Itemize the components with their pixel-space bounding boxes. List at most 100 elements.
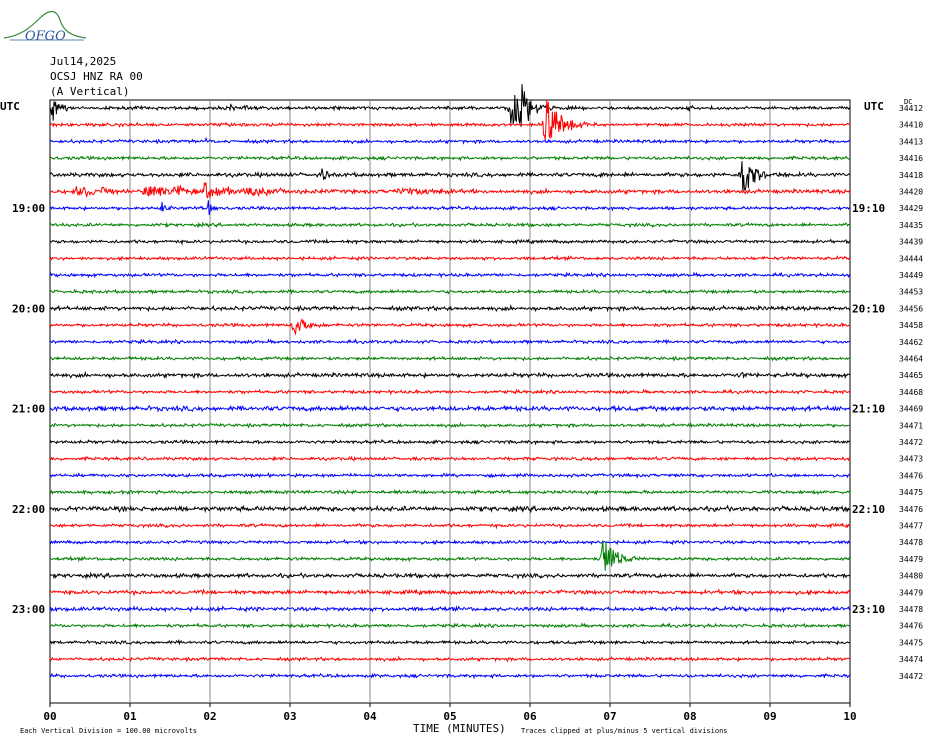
dc-offset-label: 34479 [899,555,923,564]
trace-line-13 [49,303,851,313]
dc-offset-label: 34476 [899,622,923,631]
dc-offset-label: 34429 [899,204,923,213]
trace-line-34 [49,655,851,663]
trace-line-3 [49,136,851,145]
x-tick-label: 08 [683,710,696,723]
dc-offset-label: 34465 [899,371,923,380]
right-time-label: 23:10 [852,603,885,616]
clip-note: Traces clipped at plus/minus 5 vertical … [521,727,728,735]
left-time-label: 21:00 [12,403,45,416]
trace-line-24 [49,488,851,496]
dc-offset-label: 34478 [899,538,923,547]
dc-offset-label: 34472 [899,438,923,447]
trace-line-5 [49,161,851,192]
dc-offset-label: 34472 [899,672,923,681]
utc-label-right: UTC [864,100,884,113]
right-time-labels: 19:10 20:10 21:10 22:10 23:10 [852,202,885,616]
dc-offset-label: 34469 [899,405,923,414]
x-tick-label: 10 [843,710,856,723]
dc-offset-label: 34473 [899,455,923,464]
dc-offset-label: 34471 [899,421,923,430]
trace-line-20 [49,421,851,429]
right-time-label: 21:10 [852,403,885,416]
header-component: (A Vertical) [50,85,129,98]
utc-label-left: UTC [0,100,20,113]
trace-line-35 [49,672,851,680]
trace-line-33 [49,639,851,646]
right-time-label: 20:10 [852,302,885,315]
dc-offset-label: 34475 [899,488,923,497]
trace-line-9 [49,238,851,246]
dc-offset-label: 34418 [899,171,923,180]
header-date: Jul14,2025 [50,55,116,68]
grid [129,100,771,703]
trace-line-28 [49,540,851,571]
trace-line-26 [49,522,851,530]
division-note: Each Vertical Division = 100.00 microvol… [20,727,197,735]
trace-line-1 [49,84,851,127]
left-time-label: 19:00 [12,202,45,215]
left-time-label: 22:00 [12,503,45,516]
dc-offset-label: 34410 [899,121,923,130]
trace-line-29 [49,571,851,580]
x-tick-label: 03 [283,710,296,723]
trace-line-21 [49,438,851,446]
trace-line-2 [49,99,851,141]
left-time-labels: 19:00 20:00 21:00 22:00 23:00 [12,202,45,616]
logo-text: OFGO [25,29,66,44]
dc-offset-label: 34458 [899,321,923,330]
left-time-label: 23:00 [12,603,45,616]
trace-line-25 [49,504,851,514]
dc-offset-label: 34468 [899,388,923,397]
dc-offset-label: 34479 [899,588,923,597]
trace-line-27 [49,538,851,546]
trace-line-18 [49,388,851,396]
dc-offset-label: 34453 [899,288,923,297]
ofgo-logo: OFGO [3,10,87,44]
dc-offset-label: 34480 [899,572,923,581]
trace-line-31 [49,605,851,614]
dc-offset-label: 34476 [899,505,923,514]
x-tick-label: 07 [603,710,616,723]
dc-offset-label: 34474 [899,655,923,664]
trace-line-15 [49,338,851,345]
right-time-label: 22:10 [852,503,885,516]
trace-line-32 [49,622,851,630]
header-station: OCSJ HNZ RA 00 [50,70,143,83]
dc-offset-label: 34449 [899,271,923,280]
dc-offset-label: 34439 [899,238,923,247]
x-tick-label: 05 [443,710,456,723]
trace-line-23 [49,472,851,479]
dc-offset-label: 34444 [899,254,923,263]
dc-offset-label: 34464 [899,355,923,364]
trace-line-6 [49,182,851,199]
traces [49,84,851,680]
dc-offset-label: 34416 [899,154,923,163]
x-tick-labels: 00 01 02 03 04 05 06 07 08 09 10 [43,703,857,723]
x-tick-label: 09 [763,710,776,723]
dc-offset-label: 34475 [899,638,923,647]
x-axis-title: TIME (MINUTES) [413,722,506,735]
left-time-label: 20:00 [12,302,45,315]
dc-offset-labels: 34412 34410 34413 34416 34418 34420 34429 34435… [899,104,923,681]
trace-line-7 [49,200,851,216]
trace-line-8 [49,221,851,229]
trace-line-22 [49,455,851,463]
dc-offset-label: 34478 [899,605,923,614]
dc-offset-label: 34456 [899,304,923,313]
dc-offset-label: 34413 [899,137,923,146]
dc-offset-label: 34477 [899,522,923,531]
trace-line-17 [49,370,851,380]
dc-offset-label: 34420 [899,188,923,197]
dc-offset-label: 34412 [899,104,923,113]
trace-line-11 [49,271,851,279]
dc-offset-label: 34435 [899,221,923,230]
right-time-label: 19:10 [852,202,885,215]
trace-line-14 [49,318,851,336]
x-tick-label: 02 [203,710,216,723]
x-tick-label: 00 [43,710,56,723]
trace-line-12 [49,288,851,295]
x-tick-label: 01 [123,710,137,723]
trace-line-30 [49,588,851,597]
